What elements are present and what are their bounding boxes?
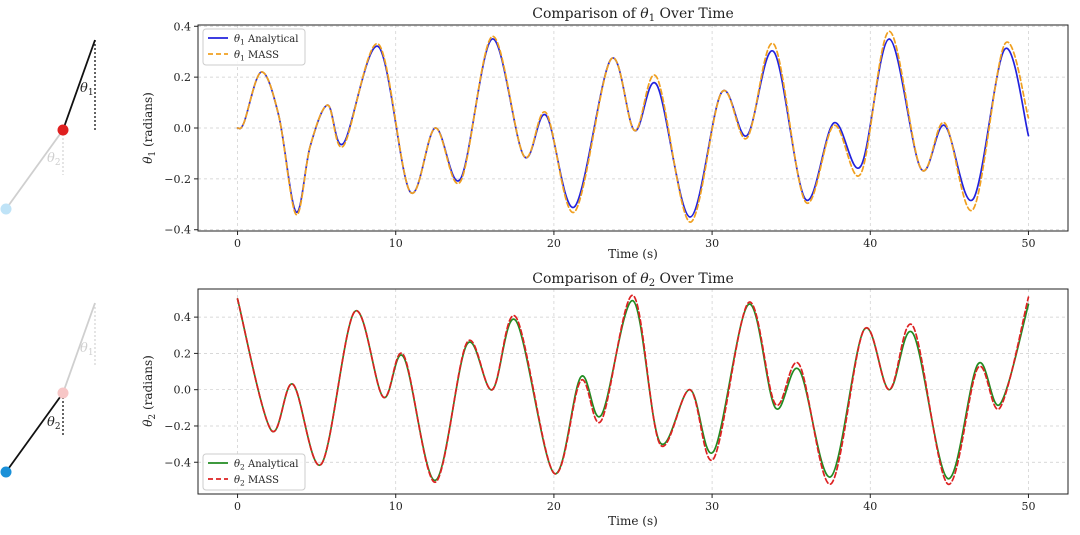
chart-1-ytick-label: 0.2 (174, 71, 192, 84)
chart-1-xlabel: Time (s) (608, 247, 658, 261)
chart-1-legend-label-analytical: θ1 Analytical (234, 34, 298, 47)
chart-1-legend: θ1 Analytical θ1 MASS (202, 28, 306, 66)
chart-2-ytick-label: 0.2 (174, 347, 192, 360)
chart-2-xtick-label: 0 (234, 500, 241, 513)
chart-2-series (236, 294, 1030, 485)
chart-1-ylabel: θ1 (radians) (141, 92, 158, 164)
chart-1-xtick-label: 20 (547, 237, 561, 250)
chart-2-xtick-label: 10 (389, 500, 403, 513)
chart-2-xtick-label: 50 (1021, 500, 1035, 513)
chart-2-legend-box (202, 453, 306, 491)
chart-1-legend-box (202, 28, 306, 66)
chart-1-ticks: 0 10 20 30 40 50 −0.4 −0.2 0.0 0.2 0.4 (164, 20, 1035, 250)
upper-pendulum-diagram: θ1 θ2 (0, 39, 96, 215)
lower-bob-1 (57, 387, 69, 399)
chart-1-title: Comparison of θ1 Over Time (532, 6, 734, 24)
chart-1-xtick-label: 50 (1021, 237, 1035, 250)
lower-theta-2-label: θ2 (47, 415, 61, 432)
chart-2-legend-label-mass: θ2 MASS (234, 475, 279, 488)
lower-rod-2 (5, 392, 64, 473)
chart-1-xtick-label: 40 (863, 237, 877, 250)
chart-1-ytick-label: 0.4 (174, 20, 192, 33)
chart-2-legend-label-analytical: θ2 Analytical (234, 459, 298, 472)
upper-bob-2 (0, 203, 12, 215)
chart-1-xtick-label: 10 (389, 237, 403, 250)
chart-2-ytick-label: −0.4 (164, 456, 191, 469)
lower-rod-1 (62, 302, 96, 394)
chart-1-series-mass-line (236, 30, 1030, 223)
chart-2-ylabel: θ2 (radians) (141, 355, 158, 427)
chart-2-axes-frame (197, 288, 1069, 495)
chart-theta1: Comparison of θ1 Over Time 0 10 20 30 40 50 −0… (141, 6, 1069, 261)
chart-2-ytick-label: 0.0 (174, 384, 192, 397)
chart-2-xtick-label: 30 (705, 500, 719, 513)
lower-theta-1-label: θ1 (80, 341, 94, 358)
chart-theta2: Comparison of θ2 Over Time 0 10 20 30 40 50 −0… (141, 271, 1069, 528)
chart-1-legend-label-mass: θ1 MASS (234, 50, 279, 63)
chart-2-ticks: 0 10 20 30 40 50 −0.4 −0.2 0.0 0.2 0.4 (164, 311, 1035, 513)
chart-2-xtick-label: 20 (547, 500, 561, 513)
chart-1-ytick-label: 0.0 (174, 122, 192, 135)
upper-rod-1 (62, 39, 96, 131)
chart-1-ytick-label: −0.4 (164, 224, 191, 237)
chart-1-ytick-label: −0.2 (164, 173, 191, 186)
chart-1-series (236, 30, 1030, 223)
lower-pendulum-diagram: θ1 θ2 (0, 302, 96, 478)
chart-2-xlabel: Time (s) (608, 514, 658, 528)
chart-2-title: Comparison of θ2 Over Time (532, 271, 734, 289)
upper-theta-1-label: θ1 (80, 81, 94, 98)
upper-rod-2 (5, 129, 64, 210)
chart-2-legend: θ2 Analytical θ2 MASS (202, 453, 306, 491)
chart-1-xtick-label: 0 (234, 237, 241, 250)
chart-2-ytick-label: 0.4 (174, 311, 192, 324)
upper-bob-1 (57, 124, 69, 136)
upper-theta-2-label: θ2 (47, 151, 61, 168)
lower-bob-2 (0, 466, 12, 478)
chart-2-ytick-label: −0.2 (164, 420, 191, 433)
chart-2-grid (198, 289, 1068, 494)
chart-1-axes-frame (197, 24, 1069, 232)
chart-1-xtick-label: 30 (705, 237, 719, 250)
chart-2-xtick-label: 40 (863, 500, 877, 513)
chart-2-series-mass-line (236, 294, 1030, 485)
